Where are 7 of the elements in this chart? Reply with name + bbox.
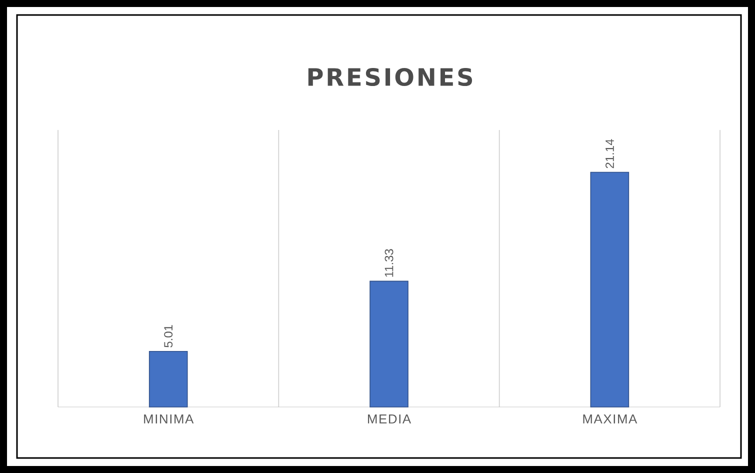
chart-title: PRESIONES	[308, 68, 472, 86]
data-label: 11.33	[384, 249, 394, 277]
x-tick-label: MAXIMA	[583, 414, 638, 424]
data-label: 21.14	[606, 139, 614, 168]
x-tick-label: MINIMA	[144, 414, 194, 424]
data-label: 5.01	[164, 325, 173, 348]
x-tick-label: MEDIA	[368, 414, 412, 424]
